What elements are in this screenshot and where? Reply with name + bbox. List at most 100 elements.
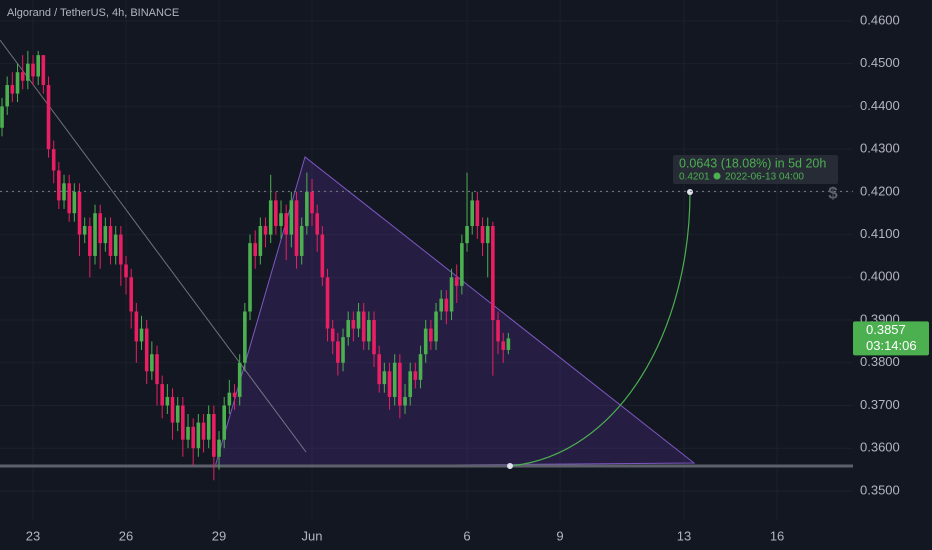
candle-body — [320, 234, 325, 278]
candle-body — [129, 277, 133, 312]
candle-body — [485, 226, 490, 244]
drawings — [0, 39, 853, 469]
candle-body — [108, 226, 113, 256]
candles — [0, 50, 511, 481]
y-tick-label: 0.4300 — [860, 141, 900, 156]
candle-body — [243, 311, 247, 363]
y-tick-label: 0.3700 — [860, 397, 900, 412]
candle-body — [62, 183, 66, 201]
candle-body — [10, 85, 15, 94]
candle-body — [372, 320, 376, 355]
x-tick-label: 16 — [770, 528, 784, 543]
x-tick-label: 29 — [212, 528, 226, 543]
chart-title: Algorand / TetherUS, 4h, BINANCE — [7, 7, 179, 19]
y-tick-label: 0.4500 — [860, 55, 900, 70]
measure-date: 2022-06-13 04:00 — [725, 172, 804, 183]
candle-body — [31, 63, 35, 77]
candle-body — [93, 213, 97, 256]
candle-body — [253, 243, 258, 256]
candle-body — [434, 311, 438, 342]
candle-body — [77, 191, 82, 235]
candle-body — [294, 200, 299, 256]
candle-body — [403, 396, 407, 406]
candle-body — [181, 405, 185, 440]
candle-body — [418, 354, 423, 380]
candle-body — [480, 226, 485, 244]
x-tick-label: 9 — [556, 528, 563, 543]
candle-body — [439, 298, 444, 312]
candle-body — [382, 371, 387, 385]
candle-body — [5, 85, 9, 107]
candle-body — [305, 191, 309, 227]
candle-body — [284, 213, 289, 235]
candle-body — [387, 371, 392, 397]
currency-icon: $ — [828, 183, 838, 202]
candle-body — [0, 106, 4, 128]
candle-body — [46, 85, 51, 150]
candle-body — [212, 414, 216, 457]
candle-body — [119, 234, 123, 265]
candle-body — [475, 200, 480, 227]
candle-body — [506, 338, 511, 350]
arc-start — [507, 463, 513, 469]
candle-body — [186, 426, 190, 440]
y-tick-label: 0.3500 — [860, 482, 900, 497]
candle-body — [165, 396, 170, 406]
candle-body — [175, 405, 180, 423]
price-tag: 0.3857 03:14:06 — [853, 321, 929, 356]
candle-body — [470, 200, 475, 227]
x-tick-label: 13 — [677, 528, 691, 543]
y-tick-label: 0.3600 — [860, 440, 900, 455]
candle-body — [258, 226, 263, 256]
candle-body — [82, 226, 87, 235]
candle-body — [377, 354, 382, 385]
candle-body — [51, 149, 56, 171]
candle-body — [310, 191, 314, 214]
y-tick-label: 0.4400 — [860, 98, 900, 113]
candle-body — [465, 226, 469, 244]
candle-body — [392, 362, 397, 397]
candle-body — [299, 226, 304, 256]
candle-body — [124, 264, 128, 278]
candle-body — [72, 191, 77, 214]
candle-body — [398, 362, 402, 406]
candle-body — [413, 371, 418, 380]
x-tick-label: 6 — [463, 528, 470, 543]
candle-body — [26, 63, 30, 81]
candle-body — [170, 396, 175, 423]
x-tick-label: 23 — [26, 528, 40, 543]
candle-body — [444, 298, 449, 312]
candle-body — [248, 243, 252, 312]
candle-body — [315, 213, 320, 235]
candle-body — [496, 320, 500, 342]
last-price: 0.3857 — [866, 322, 906, 337]
candle-body — [201, 422, 206, 440]
projection-arc — [509, 191, 691, 467]
arc-end — [687, 189, 693, 195]
candle-body — [423, 328, 428, 355]
candle-body — [361, 311, 366, 342]
trend-line — [0, 39, 307, 453]
x-tick-label: 26 — [119, 528, 133, 543]
price-tag-box — [853, 321, 929, 356]
candle-body — [289, 200, 294, 235]
y-tick-label: 0.4000 — [860, 269, 900, 284]
candle-body — [460, 243, 464, 286]
candle-body — [20, 72, 25, 81]
candle-body — [67, 183, 71, 214]
candle-body — [367, 320, 371, 342]
candle-body — [501, 341, 506, 350]
candle-body — [341, 337, 345, 363]
price-axis: 0.35000.36000.37000.38000.39000.40000.41… — [26, 12, 900, 543]
candle-body — [36, 55, 40, 77]
candle-body — [206, 414, 211, 440]
candle-body — [429, 328, 433, 342]
measure-change: 0.0643 (18.08%) in 5d 20h — [679, 156, 826, 170]
candle-body — [351, 320, 356, 329]
candle-body — [134, 311, 139, 342]
grid — [0, 0, 853, 520]
candle-body — [268, 200, 273, 235]
candle-body — [41, 55, 46, 86]
candle-body — [491, 226, 495, 321]
